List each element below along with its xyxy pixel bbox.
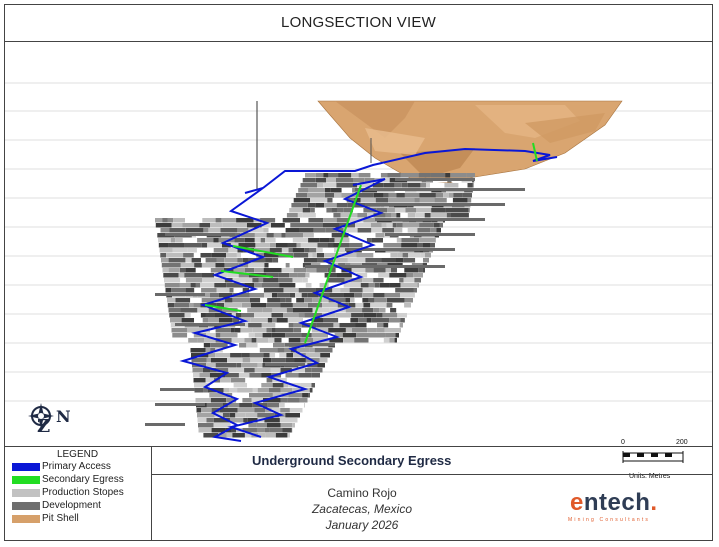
project-name: Camino Rojo (327, 486, 397, 500)
legend-label: Production Stopes (42, 487, 124, 498)
legend-label: Pit Shell (42, 513, 79, 524)
compass-rose-icon: N (28, 403, 71, 429)
secondary-egress (204, 142, 538, 344)
development-swatch (12, 501, 40, 510)
scale-max: 200 (676, 439, 688, 446)
legend-item: Development (12, 499, 151, 512)
drawing-subtitle: Underground Secondary Egress (152, 447, 713, 475)
scale-bar: 0 200 Units: Metres (619, 439, 699, 483)
legend: LEGEND Primary Access Secondary Egress P… (4, 447, 152, 541)
project-info: Camino Rojo Zacatecas, Mexico January 20… (252, 485, 472, 533)
project-location: Zacatecas, Mexico (311, 502, 413, 516)
primary-access (179, 147, 558, 442)
legend-title: LEGEND (56, 449, 99, 460)
stope-mass (145, 173, 525, 438)
logo-tagline: Mining Consultants (568, 517, 651, 523)
legend-label: Secondary Egress (42, 474, 124, 485)
pit-shell (317, 100, 623, 184)
legend-label: Primary Access (42, 461, 111, 472)
longsection-drawing (5, 82, 712, 442)
secondary-egress-swatch (12, 475, 40, 484)
page-title: LONGSECTION VIEW (4, 4, 713, 42)
company-logo: entech. (570, 489, 658, 516)
legend-label: Development (42, 500, 101, 511)
pit-shell-swatch (12, 514, 40, 523)
scale-min: 0 (621, 439, 625, 446)
longsection-view: Z N 0 200 Units: Metres (5, 43, 712, 480)
scale-units: Units: Metres (629, 473, 671, 480)
scale-ruler (622, 451, 684, 463)
title-block: LEGEND Primary Access Secondary Egress P… (4, 446, 713, 541)
legend-item: Secondary Egress (12, 473, 151, 486)
primary-access-swatch (12, 462, 40, 471)
info-block: Underground Secondary Egress Camino Rojo… (152, 447, 713, 541)
legend-item: Primary Access (12, 460, 151, 473)
legend-item: Production Stopes (12, 486, 151, 499)
project-date: January 2026 (325, 518, 399, 532)
production-stopes-swatch (12, 488, 40, 497)
legend-item: Pit Shell (12, 512, 151, 525)
drawing-frame (4, 4, 713, 541)
compass-north-label: N (56, 407, 71, 426)
